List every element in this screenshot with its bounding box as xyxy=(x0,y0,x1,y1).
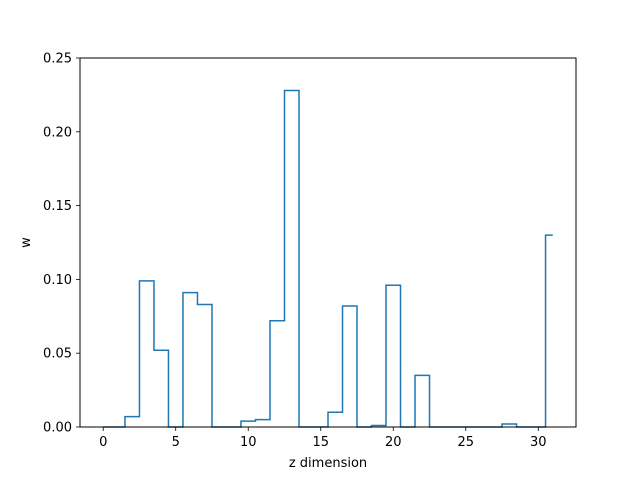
y-tick-label: 0.25 xyxy=(43,52,72,67)
y-tick-label: 0.00 xyxy=(43,421,72,436)
x-axis-ticks: 0 5 10 15 20 25 30 xyxy=(99,427,547,450)
x-axis-label: z dimension xyxy=(289,456,367,471)
y-axis-ticks: 0.00 0.05 0.10 0.15 0.20 0.25 xyxy=(43,52,80,436)
x-tick-label: 10 xyxy=(240,435,257,450)
x-tick-label: 5 xyxy=(172,435,180,450)
x-tick-label: 30 xyxy=(530,435,547,450)
y-tick-label: 0.20 xyxy=(43,125,72,140)
x-tick-label: 15 xyxy=(312,435,329,450)
y-tick-label: 0.10 xyxy=(43,273,72,288)
x-tick-label: 20 xyxy=(385,435,402,450)
y-tick-label: 0.05 xyxy=(43,347,72,362)
y-tick-label: 0.15 xyxy=(43,199,72,214)
x-tick-label: 25 xyxy=(458,435,475,450)
y-axis-label: w xyxy=(19,237,34,248)
axes-frame xyxy=(79,57,577,428)
x-tick-label: 0 xyxy=(99,435,107,450)
